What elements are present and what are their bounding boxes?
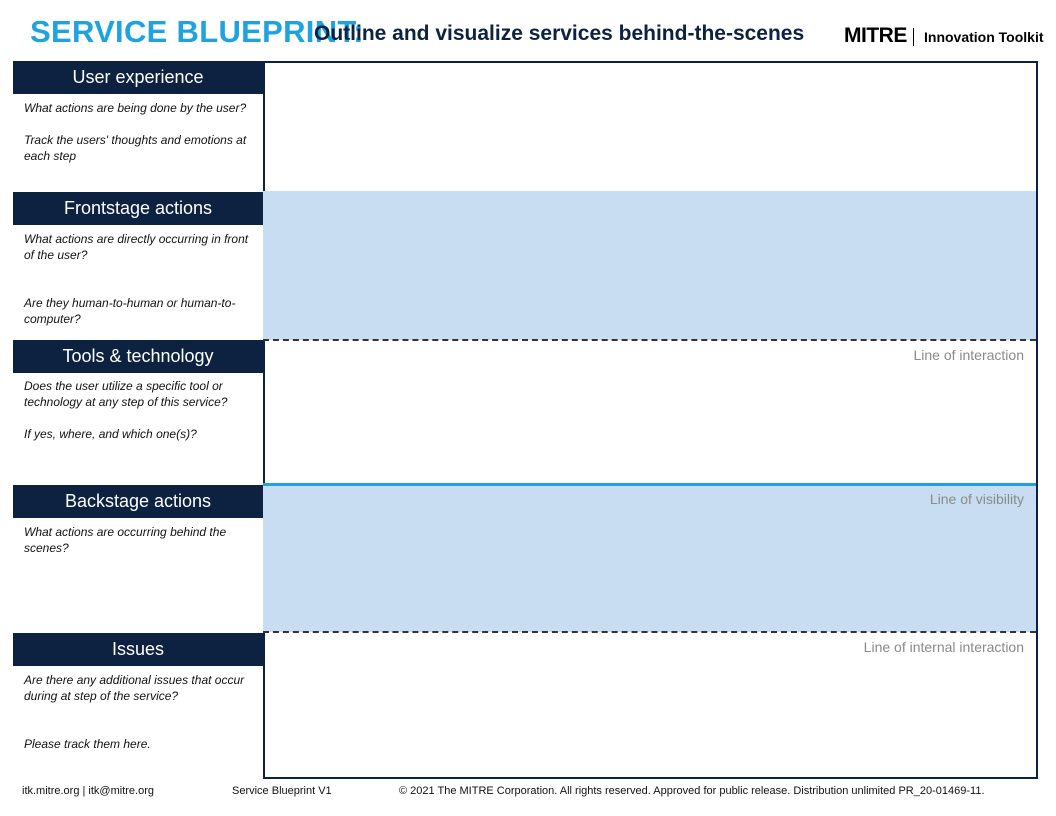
section-header-issues: Issues [13, 633, 263, 666]
blueprint-grid[interactable] [263, 61, 1038, 779]
section-header-tools-technology: Tools & technology [13, 340, 263, 373]
line-of-visibility [263, 483, 1036, 486]
section-desc-frontstage: What actions are directly occurring in f… [24, 231, 258, 327]
footer-version: Service Blueprint V1 [232, 785, 332, 797]
section-question: Does the user utilize a specific tool or… [24, 379, 228, 409]
section-question: Are there any additional issues that occ… [24, 673, 245, 703]
section-question: Please track them here. [24, 737, 151, 751]
footer-copyright: © 2021 The MITRE Corporation. All rights… [399, 785, 985, 797]
section-question: What actions are occurring behind the sc… [24, 525, 227, 555]
frontstage-band[interactable] [263, 191, 1036, 340]
section-question: If yes, where, and which one(s)? [24, 427, 197, 441]
backstage-band[interactable] [263, 486, 1036, 632]
brand-divider [913, 28, 914, 46]
footer-contact: itk.mitre.org | itk@mitre.org [22, 785, 154, 797]
section-desc-user-experience: What actions are being done by the user?… [24, 100, 258, 164]
section-desc-tools-technology: Does the user utilize a specific tool or… [24, 378, 258, 442]
section-header-frontstage: Frontstage actions [13, 192, 263, 225]
section-question: What actions are being done by the user? [24, 101, 247, 115]
section-question: Are they human-to-human or human-to-comp… [24, 296, 236, 326]
line-of-internal-interaction-label: Line of internal interaction [863, 639, 1024, 655]
section-question: What actions are directly occurring in f… [24, 232, 249, 262]
line-of-visibility-label: Line of visibility [929, 491, 1024, 507]
section-header-user-experience: User experience [13, 61, 263, 94]
line-of-interaction-label: Line of interaction [913, 347, 1024, 363]
page-subtitle: Outline and visualize services behind-th… [314, 22, 805, 45]
section-desc-issues: Are there any additional issues that occ… [24, 672, 258, 752]
line-of-internal-interaction [263, 631, 1036, 633]
brand-logo: MITRE [844, 24, 907, 47]
toolkit-label: Innovation Toolkit [924, 29, 1044, 45]
line-of-interaction [263, 339, 1036, 341]
page-title: SERVICE BLUEPRINT: [30, 14, 364, 49]
section-question: Track the users' thoughts and emotions a… [24, 133, 247, 163]
section-header-backstage: Backstage actions [13, 485, 263, 518]
section-desc-backstage: What actions are occurring behind the sc… [24, 524, 258, 556]
